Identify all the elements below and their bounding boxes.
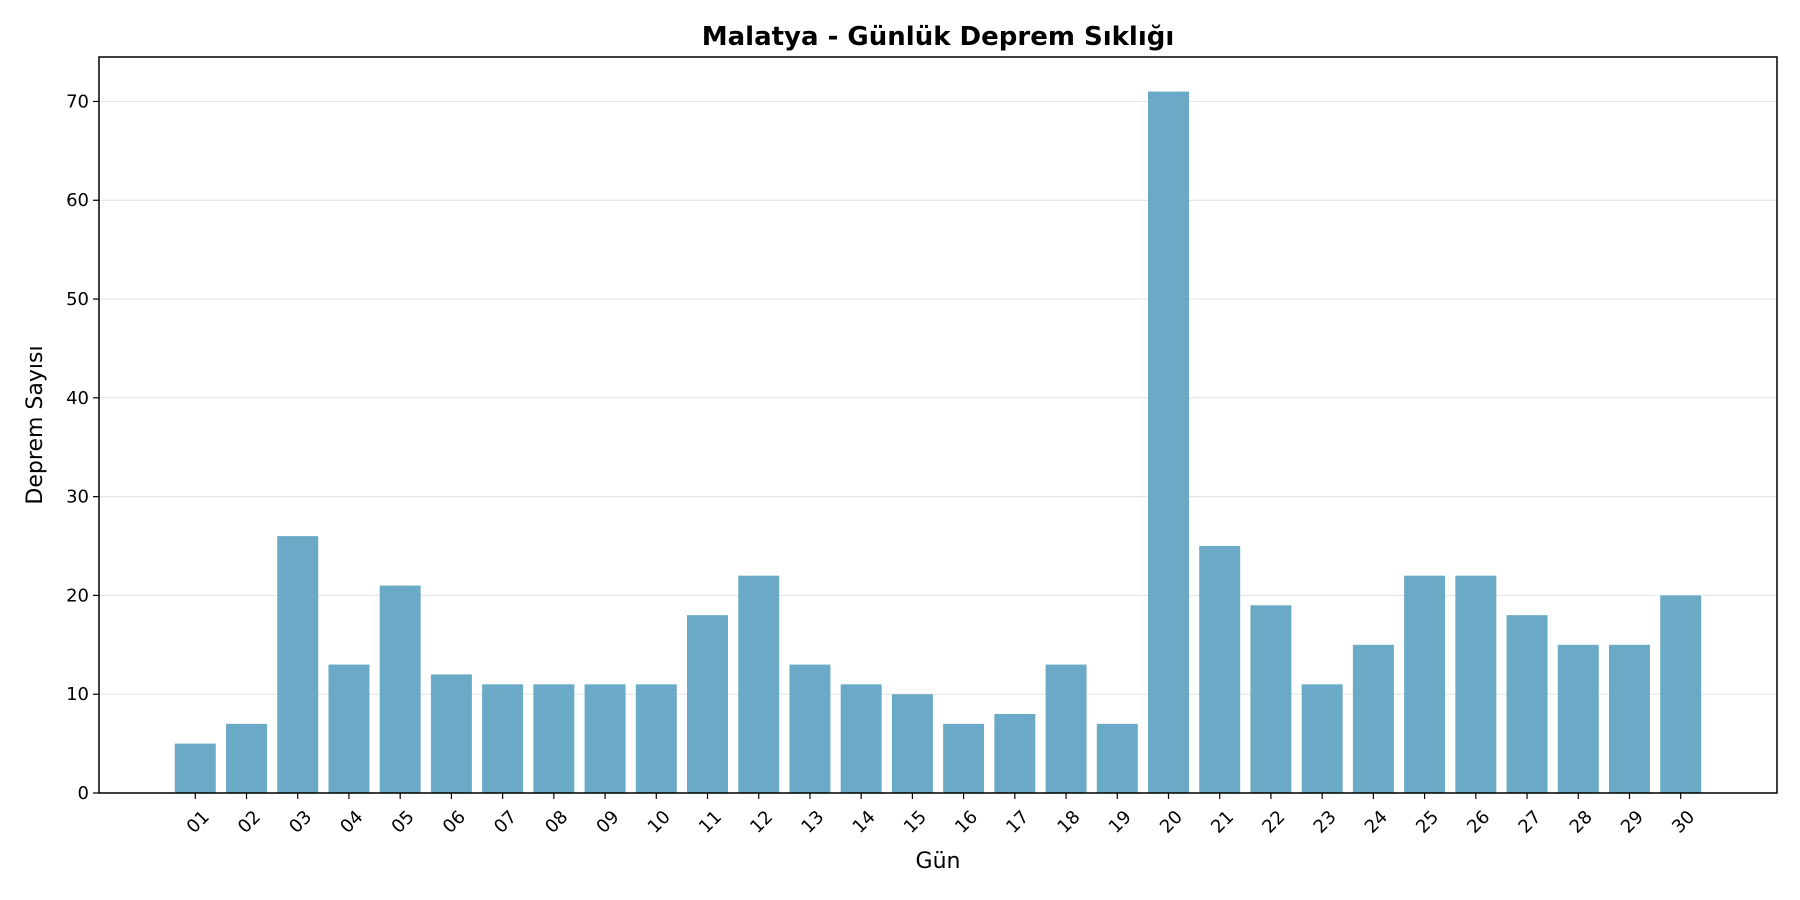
bar [379,585,421,793]
x-tick-label: 14 [849,807,880,838]
x-tick-label: 04 [336,807,367,838]
bar [891,694,933,793]
bar [1557,644,1599,793]
x-tick-label: 17 [1002,807,1033,838]
y-tick-label: 20 [66,585,89,606]
plot-frame [98,56,1778,794]
y-tick-label: 0 [78,783,89,804]
x-tick-label: 16 [951,807,982,838]
x-tick-label: 09 [592,807,623,838]
y-tick-label: 10 [66,684,89,705]
bar [994,713,1036,793]
x-tick-label: 18 [1053,807,1084,838]
bar [1404,575,1446,793]
bar [1660,595,1702,793]
x-tick-label: 07 [490,807,521,838]
y-tick-label: 40 [66,388,89,409]
bar [1199,546,1241,793]
x-tick-label: 27 [1514,807,1545,838]
x-tick-label: 03 [285,807,316,838]
bar [1045,664,1087,793]
bar [1455,575,1497,793]
x-tick-label: 26 [1463,807,1494,838]
bar [687,615,728,793]
bar [277,536,319,793]
y-tick-label: 30 [66,487,89,508]
bar [635,684,677,793]
x-axis-label: Gün [916,849,961,874]
y-tick-label: 50 [66,289,89,310]
bar [482,684,524,793]
bar [430,674,472,793]
bar [1608,644,1650,793]
bar [1096,723,1138,793]
x-tick-label: 21 [1207,807,1238,838]
bar [738,575,780,793]
bar [840,684,882,793]
x-tick-label: 22 [1258,807,1289,838]
bar [943,723,985,793]
bar [789,664,831,793]
x-tick-label: 10 [644,807,675,838]
x-tick-label: 15 [900,807,931,838]
x-tick-label: 19 [1105,807,1136,838]
bar [533,684,575,793]
bar [1148,91,1189,794]
y-axis-label: Deprem Sayısı [23,345,48,504]
x-tick-label: 25 [1412,807,1443,838]
bar [584,684,626,793]
x-tick-label: 02 [234,807,265,838]
x-tick-label: 23 [1310,807,1341,838]
bar [226,723,268,793]
x-tick-label: 28 [1566,807,1597,838]
bar [1301,684,1343,793]
x-tick-label: 08 [541,807,572,838]
x-tick-label: 24 [1361,807,1392,838]
x-tick-label: 12 [746,807,777,838]
y-tick-label: 60 [66,190,89,211]
x-tick-label: 06 [439,807,470,838]
bar [328,664,370,793]
x-tick-label: 30 [1668,807,1699,838]
bar [1352,644,1394,793]
x-tick-label: 13 [797,807,828,838]
bar [1250,605,1292,793]
chart-title: Malatya - Günlük Deprem Sıklığı [702,22,1175,52]
bar [174,743,216,793]
x-tick-label: 11 [695,807,726,838]
y-tick-label: 70 [66,91,89,112]
x-tick-label: 05 [388,807,419,838]
x-tick-label: 20 [1156,807,1187,838]
bar [1506,615,1548,793]
x-tick-label: 01 [183,807,214,838]
x-tick-label: 29 [1617,807,1648,838]
